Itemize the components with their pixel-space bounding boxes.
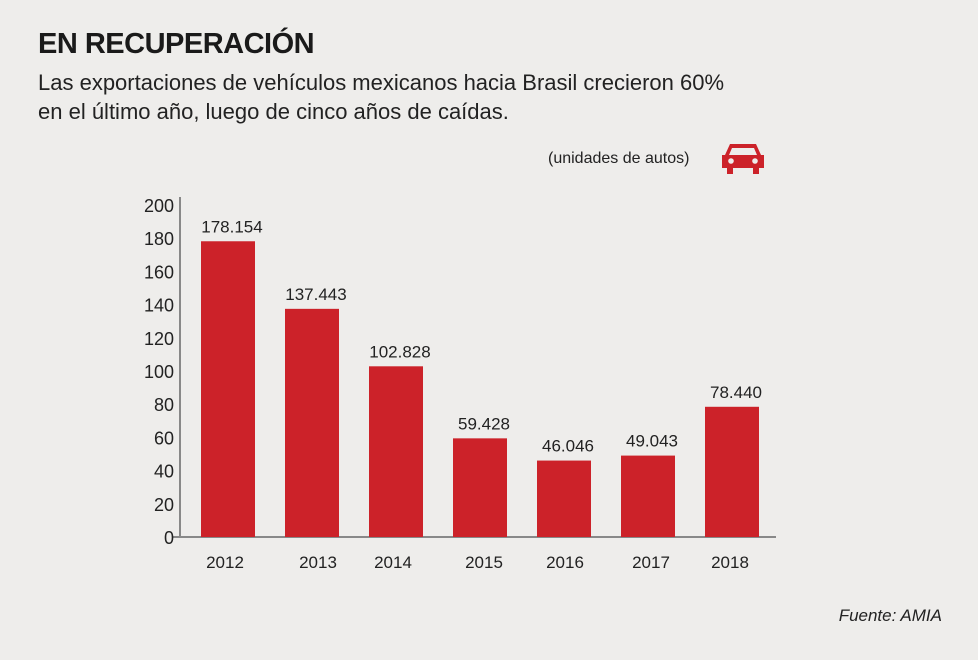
- data-label: 178.154: [201, 217, 262, 236]
- x-tick-label: 2014: [374, 553, 412, 572]
- x-tick-label: 2012: [206, 553, 244, 572]
- y-tick-label: 20: [154, 495, 174, 515]
- y-tick-label: 180: [144, 229, 174, 249]
- y-tick-label: 200: [144, 196, 174, 216]
- y-tick-label: 100: [144, 362, 174, 382]
- bar-2015: [453, 438, 507, 537]
- chart-subtitle: Las exportaciones de vehículos mexicanos…: [38, 70, 725, 124]
- data-label: 102.828: [369, 342, 430, 361]
- car-icon: [720, 140, 766, 181]
- chart-title: EN RECUPERACIÓN: [38, 28, 315, 60]
- y-tick-label: 0: [164, 528, 174, 548]
- bar-2013: [285, 308, 339, 537]
- units-label: (unidades de autos): [548, 150, 690, 167]
- data-label: 49.043: [626, 432, 678, 451]
- y-tick-label: 140: [144, 296, 174, 316]
- data-label: 78.440: [710, 383, 762, 402]
- bar-2012: [201, 241, 255, 538]
- bar-2018: [705, 406, 759, 537]
- data-label: 137.443: [285, 285, 346, 304]
- x-tick-label: 2018: [711, 553, 749, 572]
- x-tick-label: 2016: [546, 553, 584, 572]
- x-tick-label: 2017: [632, 553, 670, 572]
- x-tick-label: 2013: [299, 553, 337, 572]
- x-tick-label: 2015: [465, 553, 503, 572]
- y-tick-label: 120: [144, 329, 174, 349]
- bar-2016: [537, 460, 591, 537]
- bar-2017: [621, 455, 675, 537]
- y-tick-label: 60: [154, 428, 174, 448]
- source-note: Fuente: AMIA: [838, 606, 942, 625]
- y-tick-label: 40: [154, 462, 174, 482]
- y-tick-label: 80: [154, 395, 174, 415]
- data-label: 59.428: [458, 414, 510, 433]
- bar-2014: [369, 366, 423, 537]
- data-label: 46.046: [542, 437, 594, 456]
- y-tick-label: 160: [144, 262, 174, 282]
